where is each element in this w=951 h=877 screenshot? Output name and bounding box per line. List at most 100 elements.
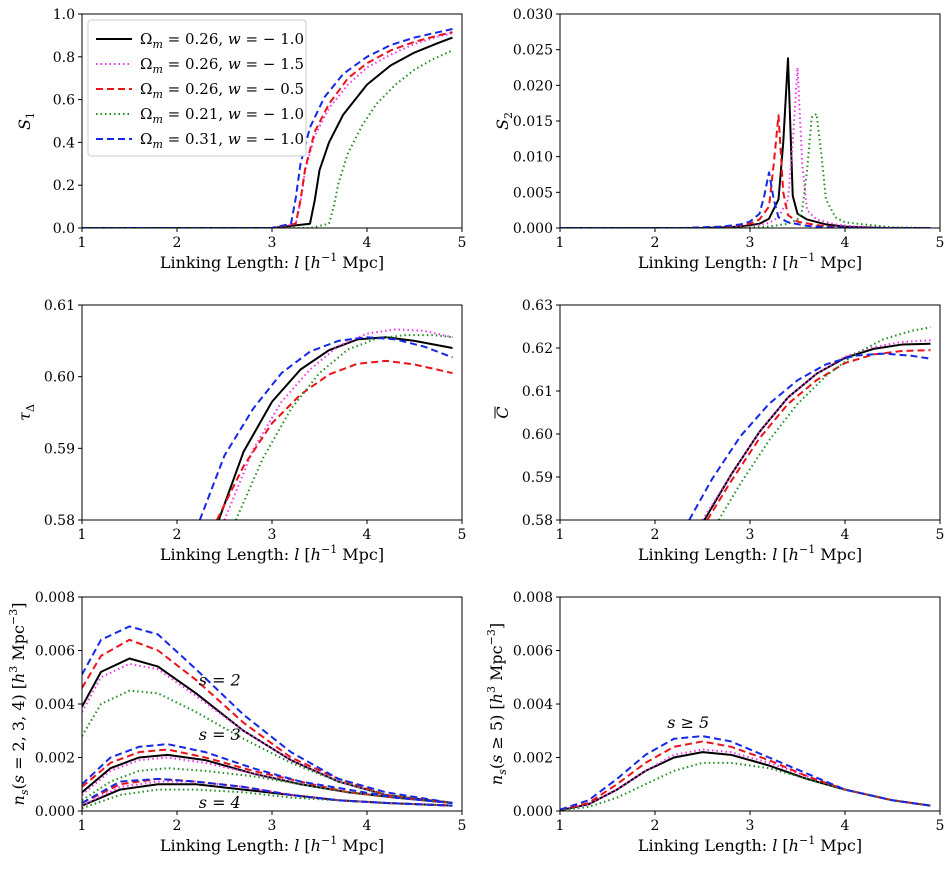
panel-tau: 1 2 3 4 5 0.58 0.59 0.60 0.61 Linking Length: l […	[15, 298, 466, 564]
series-line	[703, 342, 931, 520]
series-line	[223, 328, 453, 520]
series-line	[717, 326, 931, 520]
x-tick-label: 1	[556, 235, 565, 251]
series-line	[82, 36, 453, 228]
x-tick-label: 2	[173, 235, 182, 251]
x-tick-label: 5	[936, 527, 945, 543]
x-tick-label: 2	[173, 818, 182, 834]
y-axis-label: ns(s = 2, 3, 4) [h3 Mpc−3]	[7, 603, 31, 806]
y-tick-label: 0.000	[513, 804, 553, 820]
y-tick-label: 0.58	[44, 513, 75, 529]
series-line	[82, 783, 453, 807]
x-tick-label: 2	[651, 818, 660, 834]
series-line	[560, 112, 931, 228]
legend-box	[87, 19, 307, 157]
series-line	[560, 171, 931, 228]
series-line	[560, 761, 931, 811]
series-line	[560, 751, 931, 811]
series-line	[198, 336, 453, 520]
y-tick-label: 0.61	[44, 298, 75, 314]
legend: Ωm = 0.26, w = − 1.0 Ωm = 0.26, w = − 1.5…	[87, 19, 307, 157]
series-line	[82, 662, 453, 804]
legend-label: Ωm = 0.26, w = − 0.5	[140, 80, 304, 101]
series-line	[560, 66, 931, 228]
x-tick-label: 1	[556, 527, 565, 543]
y-tick-label: 0.60	[522, 427, 553, 443]
x-tick-label: 4	[841, 235, 850, 251]
x-tick-label: 4	[841, 818, 850, 834]
panel-s2: 1 2 3 4 5 0.000 0.005 0.010 0.015 0.020 0.025 0.030…	[493, 7, 944, 272]
x-tick-label: 3	[746, 527, 755, 543]
y-axis-label: S1	[15, 112, 37, 130]
series-annotation: s = 2	[199, 670, 241, 689]
x-tick-label: 3	[268, 527, 277, 543]
y-tick-label: 0.002	[513, 751, 553, 767]
legend-label: Ωm = 0.26, w = − 1.5	[140, 55, 304, 76]
x-tick-label: 5	[936, 235, 945, 251]
y-tick-label: 0.005	[513, 185, 553, 201]
x-tick-label: 4	[363, 527, 372, 543]
y-tick-label: 0.006	[513, 644, 553, 660]
series-line	[82, 777, 453, 807]
y-tick-label: 0.0	[53, 221, 75, 237]
x-axis-label: Linking Length: l [h−1 Mpc]	[160, 543, 384, 564]
x-tick-label: 2	[173, 527, 182, 543]
y-axis-label: S2	[493, 112, 515, 130]
y-axis-label: τΔ	[15, 404, 37, 421]
x-tick-label: 1	[78, 235, 87, 251]
series-line	[560, 114, 931, 228]
y-tick-label: 0.010	[513, 150, 553, 166]
series-line	[216, 359, 453, 520]
y-tick-label: 0.008	[35, 590, 75, 606]
series-line	[82, 638, 453, 804]
x-tick-label: 5	[458, 818, 467, 834]
y-tick-label: 1.0	[53, 7, 75, 23]
y-tick-label: 0.030	[513, 7, 553, 23]
panel-ns234: 1 2 3 4 5 0.000 0.002 0.004 0.006 0.008 Linking Le…	[7, 590, 466, 855]
x-tick-label: 3	[746, 235, 755, 251]
axes-frame	[559, 304, 941, 521]
panel-s1: 1 2 3 4 5 0.0 0.2 0.4 0.6 0.8 1.0 Linking Length: l…	[15, 7, 466, 272]
y-tick-label: 0.8	[53, 50, 75, 66]
series-line	[688, 352, 931, 520]
y-tick-label: 0.025	[513, 43, 553, 59]
panel-cbar: 1 2 3 4 5 0.58 0.59 0.60 0.61 0.62 0.63 Linking Len…	[493, 298, 944, 564]
series-line	[82, 689, 453, 804]
series-line	[217, 336, 453, 520]
y-tick-label: 0.58	[522, 513, 553, 529]
x-axis-label: Linking Length: l [h−1 Mpc]	[160, 834, 384, 855]
series-line	[82, 28, 453, 228]
series-line	[82, 31, 453, 228]
axes-frame	[559, 13, 941, 229]
x-tick-label: 4	[841, 527, 850, 543]
x-tick-label: 1	[78, 527, 87, 543]
y-tick-label: 0.63	[522, 298, 553, 314]
y-tick-label: 0.6	[53, 93, 75, 109]
series-line	[560, 740, 931, 811]
x-axis-label: Linking Length: l [h−1 Mpc]	[160, 251, 384, 272]
x-tick-label: 4	[363, 235, 372, 251]
series-line	[82, 743, 453, 804]
series-line	[560, 735, 931, 811]
y-tick-label: 0.020	[513, 78, 553, 94]
y-tick-label: 0.62	[522, 341, 553, 357]
panel-ns5: 1 2 3 4 5 0.000 0.002 0.004 0.006 0.008 Linking Le…	[485, 590, 944, 855]
series-line	[82, 748, 453, 804]
y-tick-label: 0.4	[53, 135, 75, 151]
x-tick-label: 3	[268, 235, 277, 251]
y-tick-label: 0.000	[35, 804, 75, 820]
legend-label: Ωm = 0.31, w = − 1.0	[140, 130, 304, 151]
x-tick-label: 2	[651, 235, 660, 251]
y-tick-label: 0.002	[35, 751, 75, 767]
y-tick-label: 0.60	[44, 370, 75, 386]
y-tick-label: 0.59	[522, 470, 553, 486]
x-tick-label: 3	[268, 818, 277, 834]
legend-label: Ωm = 0.26, w = − 1.0	[140, 30, 304, 51]
y-tick-label: 0.004	[513, 697, 553, 713]
series-line	[560, 748, 931, 811]
series-line	[82, 753, 453, 804]
y-tick-label: 0.61	[522, 384, 553, 400]
x-tick-label: 2	[651, 527, 660, 543]
